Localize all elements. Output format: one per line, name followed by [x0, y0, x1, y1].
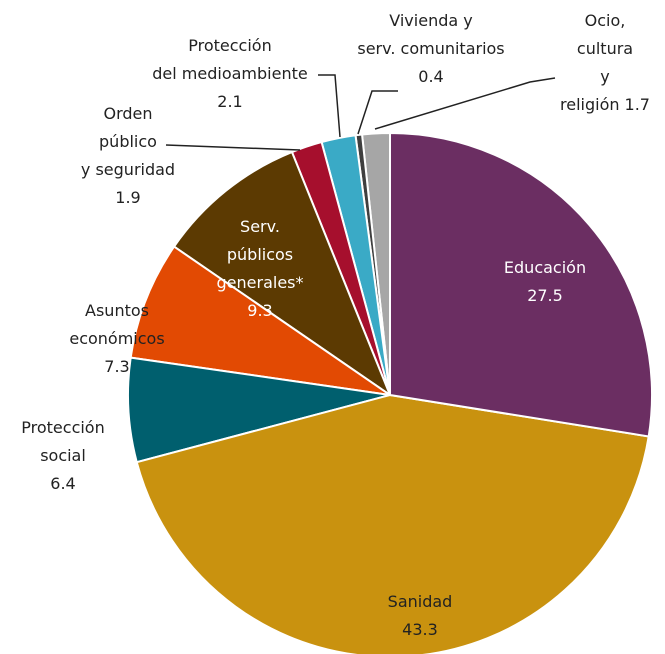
slice-label: Asuntos económicos 7.3: [69, 297, 164, 381]
leader-line: [357, 90, 398, 135]
pie-slice: [172, 150, 393, 398]
value-label: 7.3: [104, 357, 130, 376]
value-label: 1.7: [624, 95, 650, 114]
value-label: 43.3: [402, 620, 438, 639]
category-name: Ocio, cultura y religión: [560, 11, 634, 114]
value-label: 0.4: [418, 67, 444, 86]
leader-line: [165, 144, 301, 151]
value-label: 27.5: [527, 286, 563, 305]
slice-label: Orden público y seguridad 1.9: [81, 100, 175, 212]
category-name: Educación: [503, 258, 587, 277]
category-name: Protección social: [21, 418, 105, 465]
category-name: Vivienda y serv. comunitarios: [357, 11, 505, 58]
pie-slice: [135, 393, 650, 654]
leader-line: [374, 77, 556, 130]
category-name: Orden público y seguridad: [80, 104, 176, 179]
pie-slice: [129, 245, 391, 396]
category-name: Serv. públicos generales*: [216, 217, 304, 292]
slice-label: Sanidad 43.3: [388, 588, 453, 644]
slice-label: Protección del medioambiente 2.1: [152, 32, 307, 116]
slice-label: Protección social 6.4: [21, 414, 104, 498]
slice-label: Educación 27.5: [504, 254, 586, 310]
value-label: 6.4: [50, 474, 76, 493]
pie-slice: [389, 131, 653, 438]
slice-label: Ocio, cultura y religión 1.7: [560, 7, 650, 119]
value-label: 1.9: [115, 188, 141, 207]
slice-label: Serv. públicos generales* 9.3: [217, 213, 304, 325]
category-name: Asuntos económicos: [69, 301, 165, 348]
slice-label: Vivienda y serv. comunitarios 0.4: [357, 7, 504, 91]
value-label: 9.3: [247, 301, 273, 320]
category-name: Protección del medioambiente: [152, 36, 308, 83]
leader-line: [318, 74, 341, 138]
value-label: 2.1: [217, 92, 243, 111]
category-name: Sanidad: [387, 592, 453, 611]
